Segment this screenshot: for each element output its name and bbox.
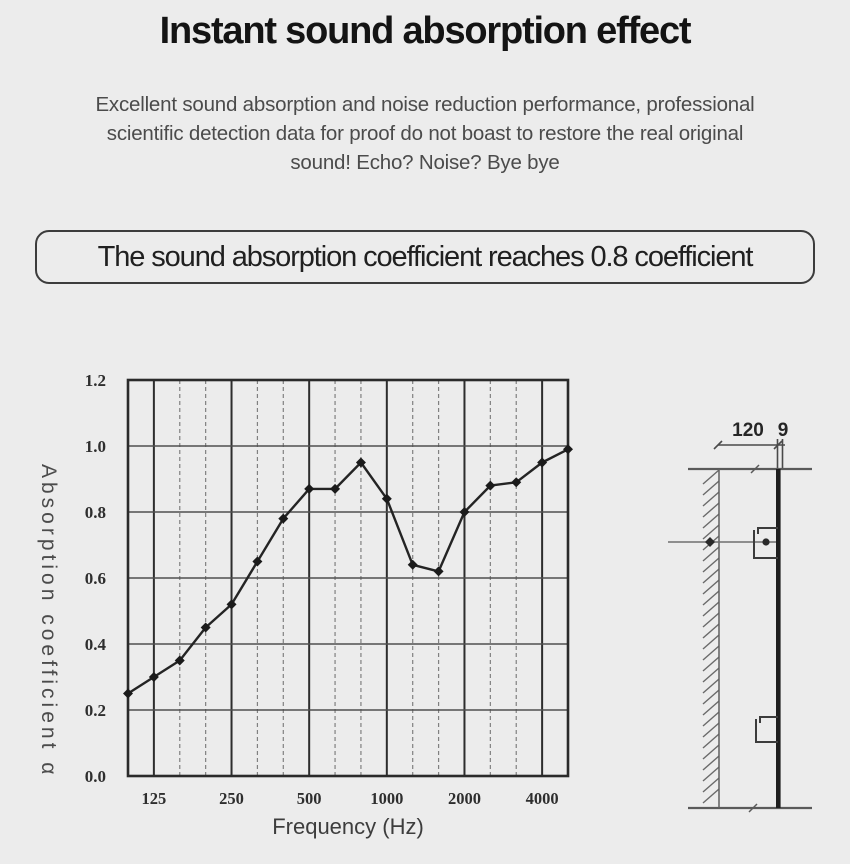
svg-text:0.4: 0.4: [85, 635, 107, 654]
page-title: Instant sound absorption effect: [159, 10, 692, 52]
floor-line: [688, 803, 812, 813]
wall-section-diagram: 120 9: [668, 420, 812, 813]
series-line: [127, 448, 569, 695]
chart-x-axis-label: Frequency (Hz): [272, 814, 424, 839]
subtitle-line: Excellent sound absorption and noise red…: [95, 93, 755, 116]
svg-text:0.6: 0.6: [85, 569, 106, 588]
chart-y-axis-label: Absorption coefficient α: [37, 464, 60, 779]
panel-line: [776, 469, 781, 808]
svg-text:1000: 1000: [370, 789, 403, 808]
chart-canvas: 0.0 0.2 0.4 0.6 0.8 1.0 1.2 125 250 500 1000 2000 40…: [85, 371, 573, 808]
svg-text:250: 250: [219, 789, 244, 808]
series-markers: [123, 444, 573, 699]
svg-text:0.8: 0.8: [85, 503, 106, 522]
y-tick-labels: 0.0 0.2 0.4 0.6 0.8 1.0 1.2: [85, 371, 107, 786]
grid-horizontal: [128, 445, 568, 711]
banner-text: The sound absorption coefficient reaches…: [97, 240, 754, 273]
plot-border: [126, 378, 570, 778]
wall-hatch: [702, 469, 720, 804]
furring-channel-upper: [753, 527, 778, 559]
dimension-label-panel: 9: [778, 420, 789, 441]
ceiling-line: [688, 464, 812, 474]
svg-text:1.2: 1.2: [85, 371, 106, 390]
x-tick-labels: 125 250 500 1000 2000 4000: [142, 789, 559, 808]
dimension-label-cavity: 120: [732, 420, 764, 441]
anchor-diamond: [705, 537, 715, 547]
fastener-dot: [762, 538, 770, 546]
furring-channel-lower: [755, 716, 778, 743]
wall-centerline: [668, 537, 776, 547]
svg-text:500: 500: [297, 789, 322, 808]
subtitle-line: sound! Echo? Noise? Bye bye: [290, 151, 560, 174]
svg-text:2000: 2000: [448, 789, 481, 808]
svg-text:0.0: 0.0: [85, 767, 106, 786]
svg-text:4000: 4000: [526, 789, 559, 808]
subtitle-line: scientific detection data for proof do n…: [106, 122, 744, 145]
subtitle: Excellent sound absorption and noise red…: [45, 90, 805, 177]
dimension-line: [713, 439, 785, 468]
svg-text:1.0: 1.0: [85, 437, 106, 456]
svg-text:125: 125: [142, 789, 167, 808]
highlight-banner: The sound absorption coefficient reaches…: [35, 230, 815, 284]
absorption-chart: Absorption coefficient α 0.0 0.2 0.4 0.6 0.8…: [0, 340, 700, 860]
svg-text:0.2: 0.2: [85, 701, 106, 720]
